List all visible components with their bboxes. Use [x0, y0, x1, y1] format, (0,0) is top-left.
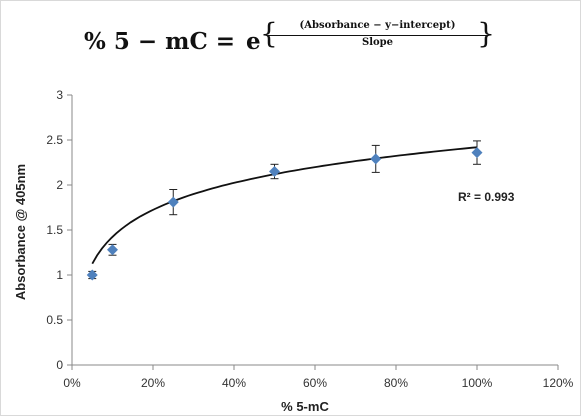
y-tick-label: 0: [56, 358, 63, 372]
formula-base: e: [246, 28, 261, 55]
data-point: [269, 166, 280, 177]
formula-brace-left: {: [260, 17, 278, 50]
y-tick-label: 1: [56, 268, 63, 282]
data-point: [167, 196, 179, 208]
error-bars: [88, 140, 481, 280]
x-tick-label: 100%: [462, 376, 493, 390]
y-axis-title: Absorbance @ 405nm: [13, 164, 28, 300]
x-axis-title: % 5-mC: [281, 399, 329, 414]
x-tick-label: 120%: [543, 376, 574, 390]
trendline-group: [91, 146, 478, 265]
formula-lhs: % 5 − mC =: [84, 28, 236, 55]
chart-ticks: 0% 20% 40% 60% 80% 100% 120% 0 0.5 1 1.5 2 2.5 3: [46, 88, 573, 390]
data-point: [107, 244, 118, 256]
trendline: [91, 146, 478, 265]
x-tick-label: 20%: [141, 376, 165, 390]
formula-numerator: (Absorbance − y−intercept): [299, 20, 456, 31]
data-point: [471, 147, 483, 159]
y-tick-label: 0.5: [46, 313, 63, 327]
x-tick-label: 40%: [222, 376, 246, 390]
x-tick-label: 0%: [63, 376, 81, 390]
formula-fraction-bar: [268, 35, 487, 36]
data-point: [370, 153, 382, 165]
r-squared-annotation: R² = 0.993: [458, 190, 515, 204]
data-points: [86, 147, 483, 281]
x-tick-label: 80%: [384, 376, 408, 390]
y-tick-label: 2.5: [46, 133, 63, 147]
formula-denominator: Slope: [361, 37, 394, 48]
formula-brace-right: }: [477, 17, 495, 50]
chart-axes: [71, 95, 558, 366]
formula-exponent: { (Absorbance − y−intercept) Slope }: [260, 17, 495, 54]
x-tick-label: 60%: [303, 376, 327, 390]
y-tick-label: 2: [56, 178, 63, 192]
y-tick-label: 3: [56, 88, 63, 102]
data-point: [86, 269, 98, 281]
y-tick-label: 1.5: [46, 223, 63, 237]
formula: % 5 − mC = e { (Absorbance − y−intercept…: [84, 17, 504, 70]
